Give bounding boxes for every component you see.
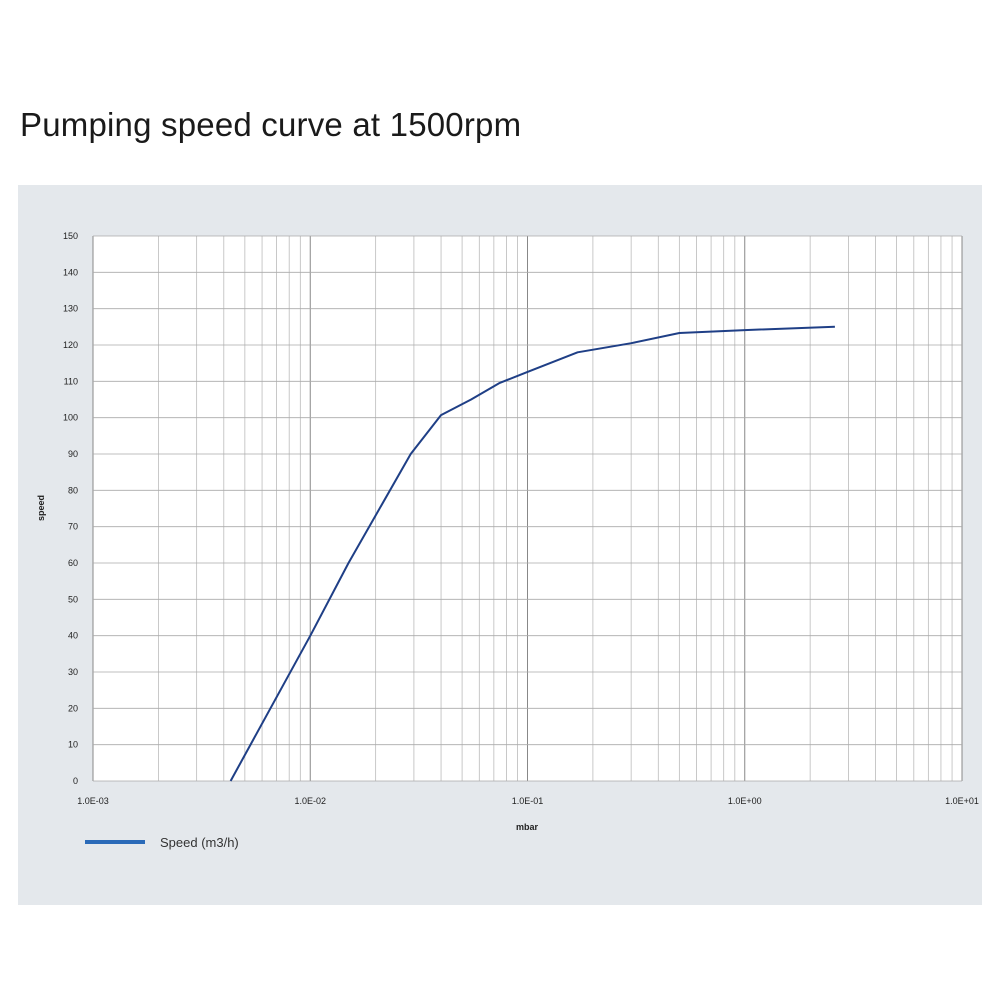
y-tick-label: 90	[68, 449, 78, 459]
y-tick-label: 130	[63, 304, 78, 314]
y-tick-label: 70	[68, 522, 78, 532]
y-tick-label: 80	[68, 485, 78, 495]
x-axis-label: mbar	[516, 822, 539, 832]
grid	[92, 235, 963, 782]
x-ticks: 1.0E-03 1.0E-02 1.0E-01 1.0E+00 1.0E+01	[77, 796, 979, 806]
x-tick-label: 1.0E-01	[512, 796, 544, 806]
y-tick-label: 20	[68, 703, 78, 713]
legend-label-speed: Speed (m3/h)	[160, 835, 239, 850]
y-tick-label: 50	[68, 594, 78, 604]
x-tick-label: 1.0E-03	[77, 796, 109, 806]
y-tick-label: 110	[64, 376, 78, 386]
y-tick-label: 0	[73, 776, 78, 786]
y-tick-label: 40	[68, 631, 78, 641]
y-tick-label: 10	[68, 740, 78, 750]
y-tick-label: 120	[63, 340, 78, 350]
chart-title: Pumping speed curve at 1500rpm	[20, 106, 522, 143]
y-tick-label: 30	[68, 667, 78, 677]
series-points	[230, 326, 835, 782]
x-tick-label: 1.0E+01	[945, 796, 979, 806]
x-tick-label: 1.0E+00	[728, 796, 762, 806]
y-tick-label: 60	[68, 558, 78, 568]
x-tick-label: 1.0E-02	[294, 796, 326, 806]
y-axis-label: speed	[36, 495, 46, 521]
y-ticks: 0 10 20 30 40 50 60 70 80 90 100 110 120 130 140 150	[63, 231, 78, 786]
y-tick-label: 150	[63, 231, 78, 241]
y-tick-label: 100	[63, 413, 78, 423]
y-tick-label: 140	[63, 267, 78, 277]
